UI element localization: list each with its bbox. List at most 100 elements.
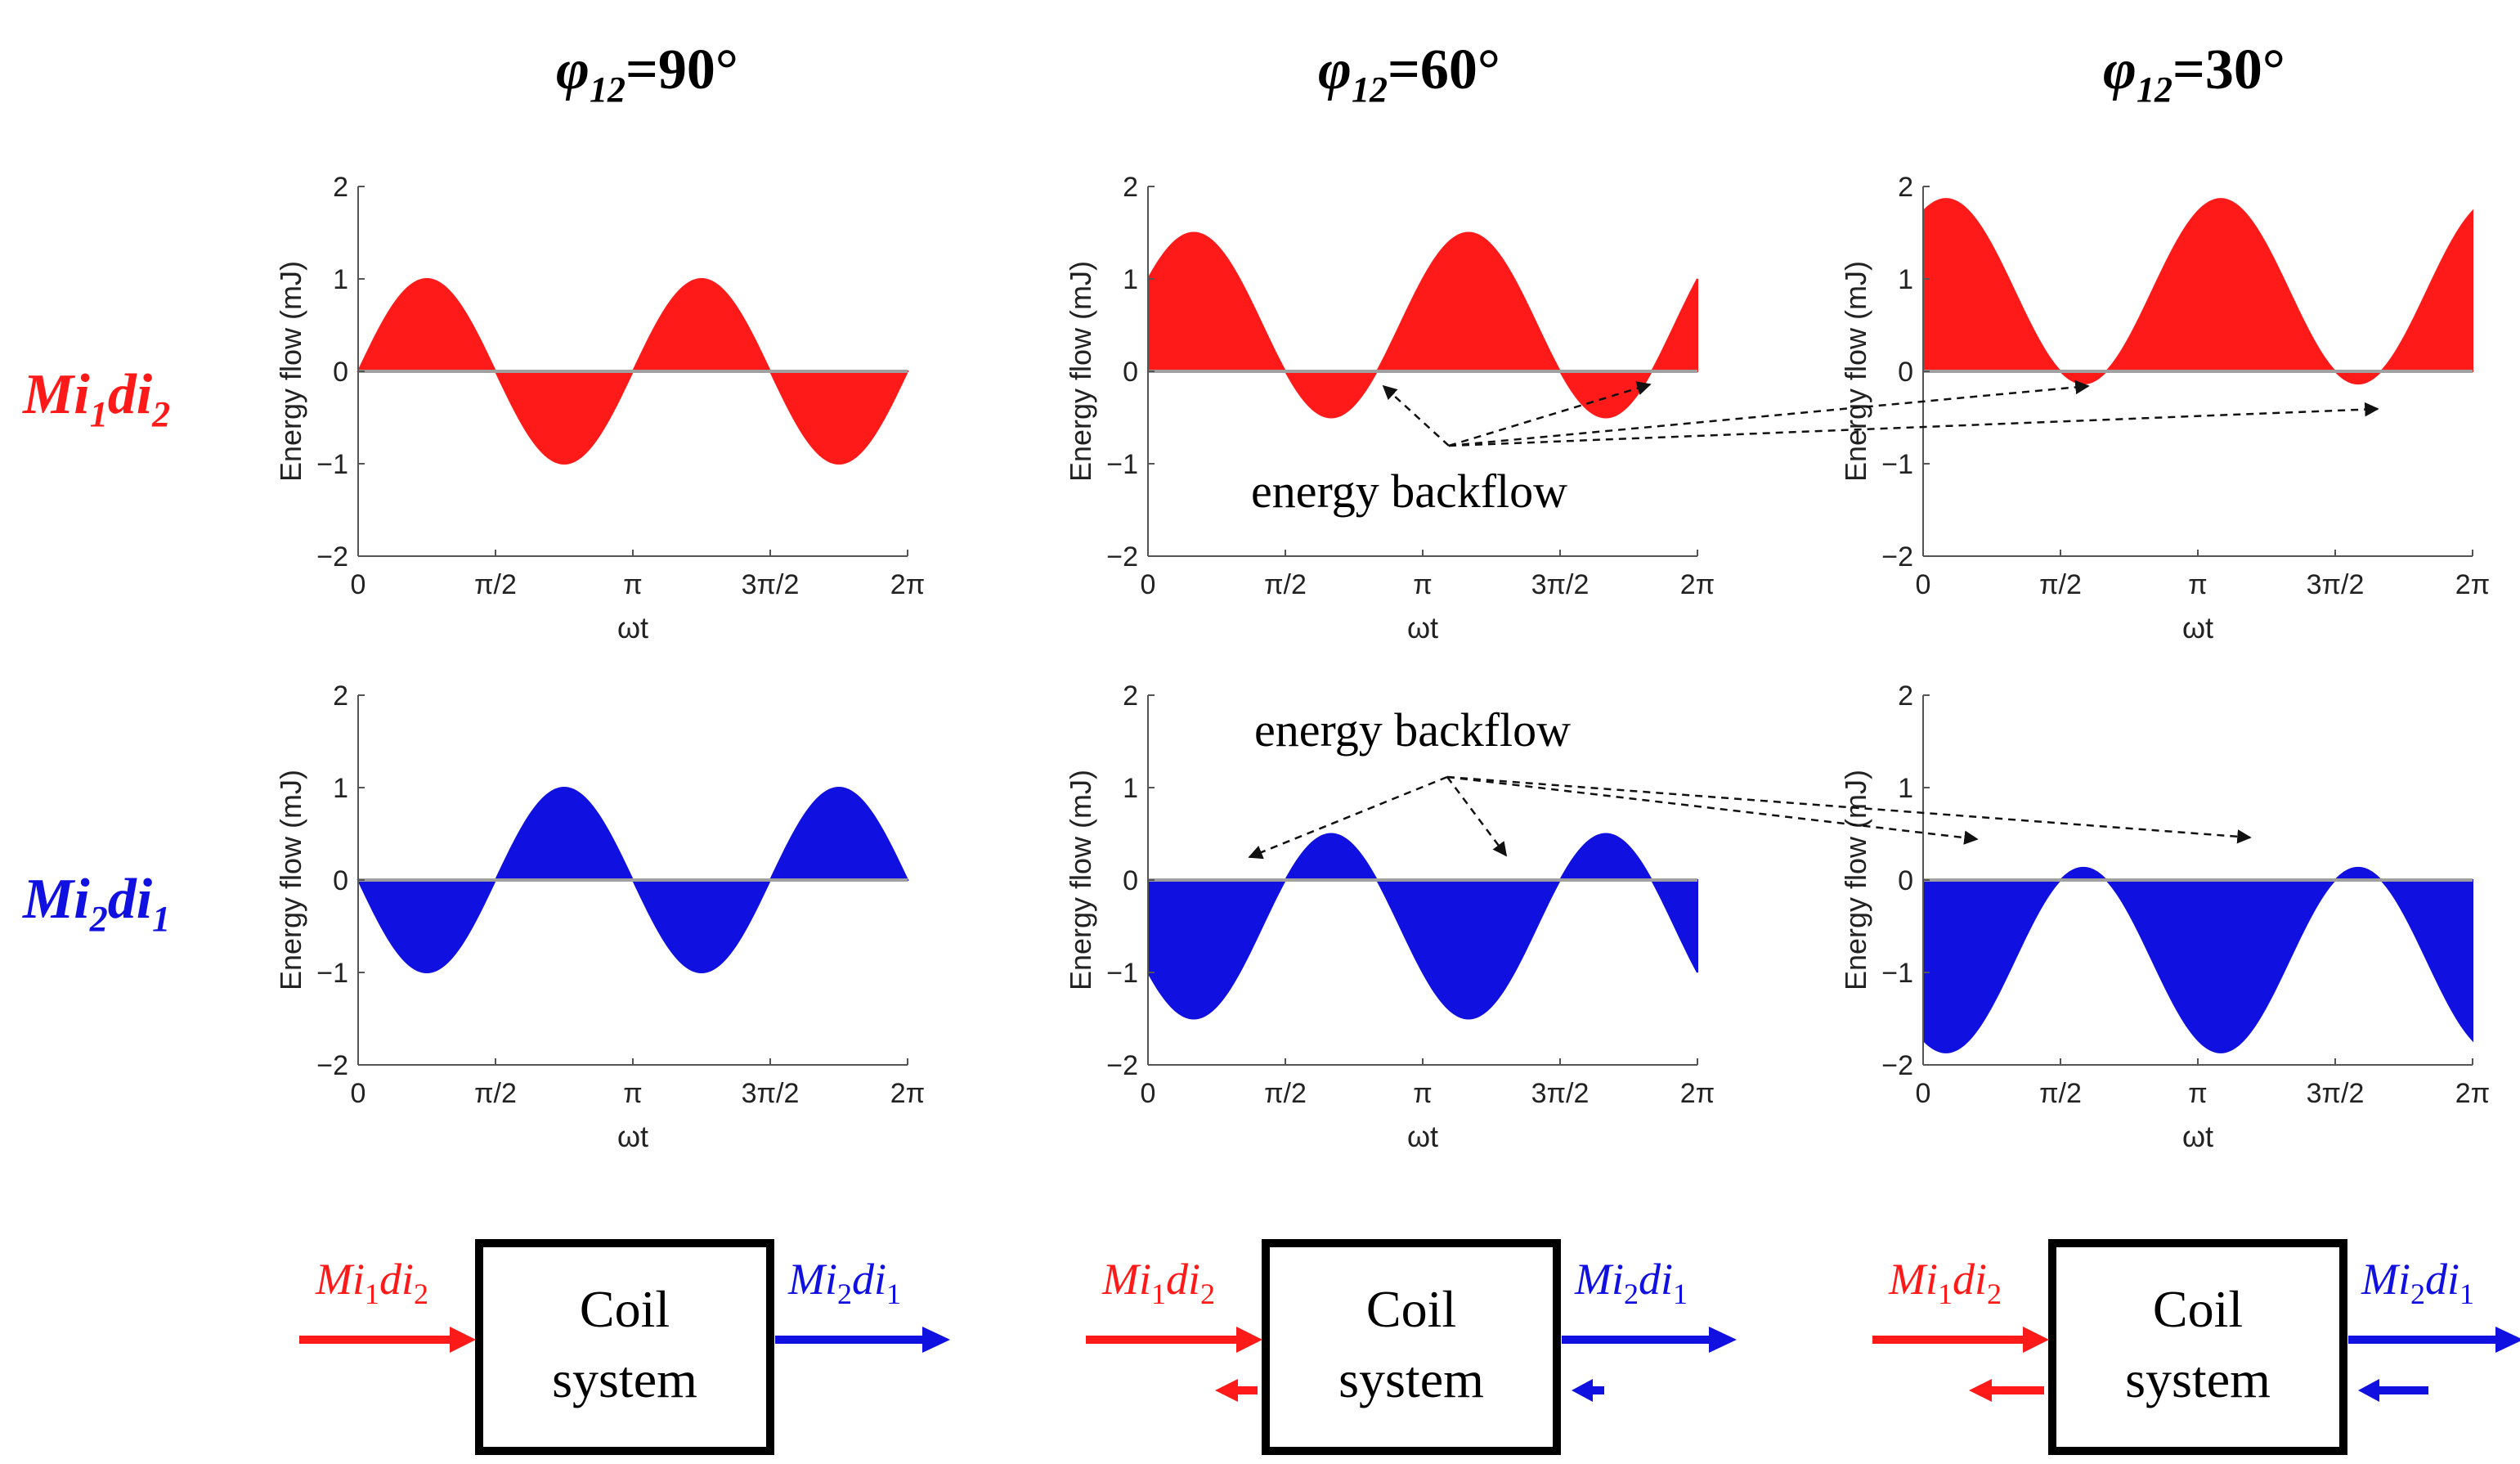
series-area bbox=[1147, 833, 1698, 1020]
y-tick-label: 0 bbox=[1898, 357, 1913, 388]
arrow-bottom-3 bbox=[1446, 775, 1979, 845]
x-tick-label: π bbox=[2188, 569, 2207, 600]
y-tick-label: −1 bbox=[1881, 958, 1913, 989]
y-tick-label: 0 bbox=[333, 357, 348, 388]
flow-label: Mi1di2 bbox=[1888, 1255, 2002, 1310]
header-col-1: φ12=90° bbox=[556, 38, 738, 110]
flow-label: Mi1di2 bbox=[315, 1255, 428, 1310]
arrow-bottom-4 bbox=[1446, 775, 2252, 844]
row-label-top: Mi1di2 bbox=[22, 363, 170, 434]
y-tick-label: 0 bbox=[1123, 865, 1138, 896]
y-tick-label: 0 bbox=[1898, 865, 1913, 896]
y-tick-label: 1 bbox=[1123, 264, 1138, 295]
x-tick-label: π bbox=[623, 1078, 642, 1109]
y-tick-label: −1 bbox=[1106, 958, 1138, 989]
backflow-red-head bbox=[1969, 1379, 1992, 1402]
backflow-blue-head bbox=[2358, 1379, 2379, 1402]
y-tick-label: −1 bbox=[316, 449, 348, 480]
y-tick-label: −2 bbox=[1106, 541, 1138, 573]
x-tick-label: π/2 bbox=[1264, 569, 1307, 600]
x-axis-label: ωt bbox=[1407, 1120, 1438, 1153]
y-axis-label: Energy flow (mJ) bbox=[1839, 770, 1872, 990]
coil-box bbox=[2048, 1239, 2347, 1455]
row-labels: Mi1di2 Mi2di1 bbox=[22, 363, 170, 939]
output-arrow-head bbox=[1709, 1327, 1737, 1353]
y-axis-label: Energy flow (mJ) bbox=[274, 261, 307, 482]
x-axis-label: ωt bbox=[2182, 611, 2213, 644]
y-tick-label: 2 bbox=[333, 680, 348, 712]
input-arrow-head bbox=[450, 1327, 476, 1353]
y-tick-label: 1 bbox=[1898, 264, 1913, 295]
y-tick-label: −2 bbox=[1881, 1050, 1913, 1081]
backflow-blue-head bbox=[1572, 1379, 1593, 1402]
x-tick-label: 2π bbox=[2455, 569, 2490, 600]
x-tick-label: 2π bbox=[1680, 1078, 1715, 1109]
flow-label: Mi1di2 bbox=[1101, 1255, 1215, 1310]
x-tick-label: π/2 bbox=[2039, 1078, 2082, 1109]
x-tick-label: 0 bbox=[1916, 1078, 1931, 1109]
header-col-2: φ12=60° bbox=[1318, 38, 1500, 110]
arrow-top-2 bbox=[1448, 381, 1652, 447]
output-arrow-head bbox=[2495, 1327, 2520, 1353]
x-tick-label: 2π bbox=[890, 1078, 925, 1109]
y-tick-label: −1 bbox=[316, 958, 348, 989]
y-axis-label: Energy flow (mJ) bbox=[1064, 261, 1097, 482]
chart-r1c1: −2 −1 0 1 2 0 π/2 π 3π/2 2π ωt Energy flow (mJ) bbox=[274, 172, 925, 644]
y-tick-label: −2 bbox=[1881, 541, 1913, 573]
x-tick-label: 0 bbox=[1141, 569, 1156, 600]
x-tick-label: 2π bbox=[890, 569, 925, 600]
y-tick-label: 0 bbox=[1123, 357, 1138, 388]
arrow-bottom-1 bbox=[1248, 775, 1448, 860]
arrow-top-1 bbox=[1382, 384, 1450, 447]
x-tick-label: π/2 bbox=[474, 1078, 517, 1109]
input-arrow-head bbox=[2023, 1327, 2049, 1353]
annotation-bottom: energy backflow bbox=[1254, 703, 1571, 757]
x-axis-label: ωt bbox=[2182, 1120, 2213, 1153]
x-tick-label: 3π/2 bbox=[2307, 1078, 2365, 1109]
x-axis-label: ωt bbox=[617, 611, 648, 644]
coil-diagram-3: Coil system Mi1di2 Mi2di1 bbox=[1872, 1239, 2520, 1455]
series-area bbox=[1922, 866, 2473, 1053]
y-tick-label: 1 bbox=[1123, 773, 1138, 804]
coil-box bbox=[475, 1239, 774, 1455]
y-tick-label: 1 bbox=[333, 264, 348, 295]
series-area bbox=[1147, 231, 1698, 419]
x-tick-label: π/2 bbox=[1264, 1078, 1307, 1109]
coil-diagrams: Coil system Mi1di2 Mi2di1 Coil system Mi1di2 Mi… bbox=[299, 1239, 2520, 1455]
x-tick-label: 2π bbox=[1680, 569, 1715, 600]
x-tick-label: 0 bbox=[351, 569, 366, 600]
x-tick-label: π bbox=[623, 569, 642, 600]
x-tick-label: π/2 bbox=[2039, 569, 2082, 600]
output-arrow-head bbox=[922, 1327, 950, 1353]
y-tick-label: 2 bbox=[1898, 172, 1913, 203]
y-tick-label: −2 bbox=[316, 541, 348, 573]
input-arrow-head bbox=[1236, 1327, 1262, 1353]
y-tick-label: 1 bbox=[1898, 773, 1913, 804]
y-tick-label: 1 bbox=[333, 773, 348, 804]
chart-r2c2: −2 −1 0 1 2 0 π/2 π 3π/2 2π ωt Energy flow (mJ) bbox=[1064, 680, 1715, 1153]
x-tick-label: 0 bbox=[351, 1078, 366, 1109]
coil-label-line2: system bbox=[2125, 1350, 2271, 1408]
flow-label: Mi2di1 bbox=[787, 1255, 901, 1310]
x-tick-label: π bbox=[1413, 1078, 1432, 1109]
x-axis-label: ωt bbox=[617, 1120, 648, 1153]
x-tick-label: 3π/2 bbox=[742, 1078, 800, 1109]
coil-label-line1: Coil bbox=[580, 1280, 670, 1338]
chart-r2c3: −2 −1 0 1 2 0 π/2 π 3π/2 2π ωt Energy flow (mJ) bbox=[1839, 680, 2490, 1153]
flow-label: Mi2di1 bbox=[2361, 1255, 2474, 1310]
chart-r1c3: −2 −1 0 1 2 0 π/2 π 3π/2 2π ωt Energy flow (mJ) bbox=[1839, 172, 2490, 644]
coil-label-line2: system bbox=[552, 1350, 697, 1408]
x-tick-label: π/2 bbox=[474, 569, 517, 600]
y-tick-label: 2 bbox=[1123, 172, 1138, 203]
y-tick-label: −1 bbox=[1881, 449, 1913, 480]
y-axis-label: Energy flow (mJ) bbox=[1064, 770, 1097, 990]
x-axis-label: ωt bbox=[1407, 611, 1438, 644]
arrow-bottom-2 bbox=[1446, 776, 1508, 857]
y-tick-label: −2 bbox=[1106, 1050, 1138, 1081]
chart-r2c1: −2 −1 0 1 2 0 π/2 π 3π/2 2π ωt Energy flow (mJ) bbox=[274, 680, 925, 1153]
series-area bbox=[1922, 198, 2473, 385]
y-tick-label: −2 bbox=[316, 1050, 348, 1081]
chart-r1c2: −2 −1 0 1 2 0 π/2 π 3π/2 2π ωt Energy flow (mJ) bbox=[1064, 172, 1715, 644]
